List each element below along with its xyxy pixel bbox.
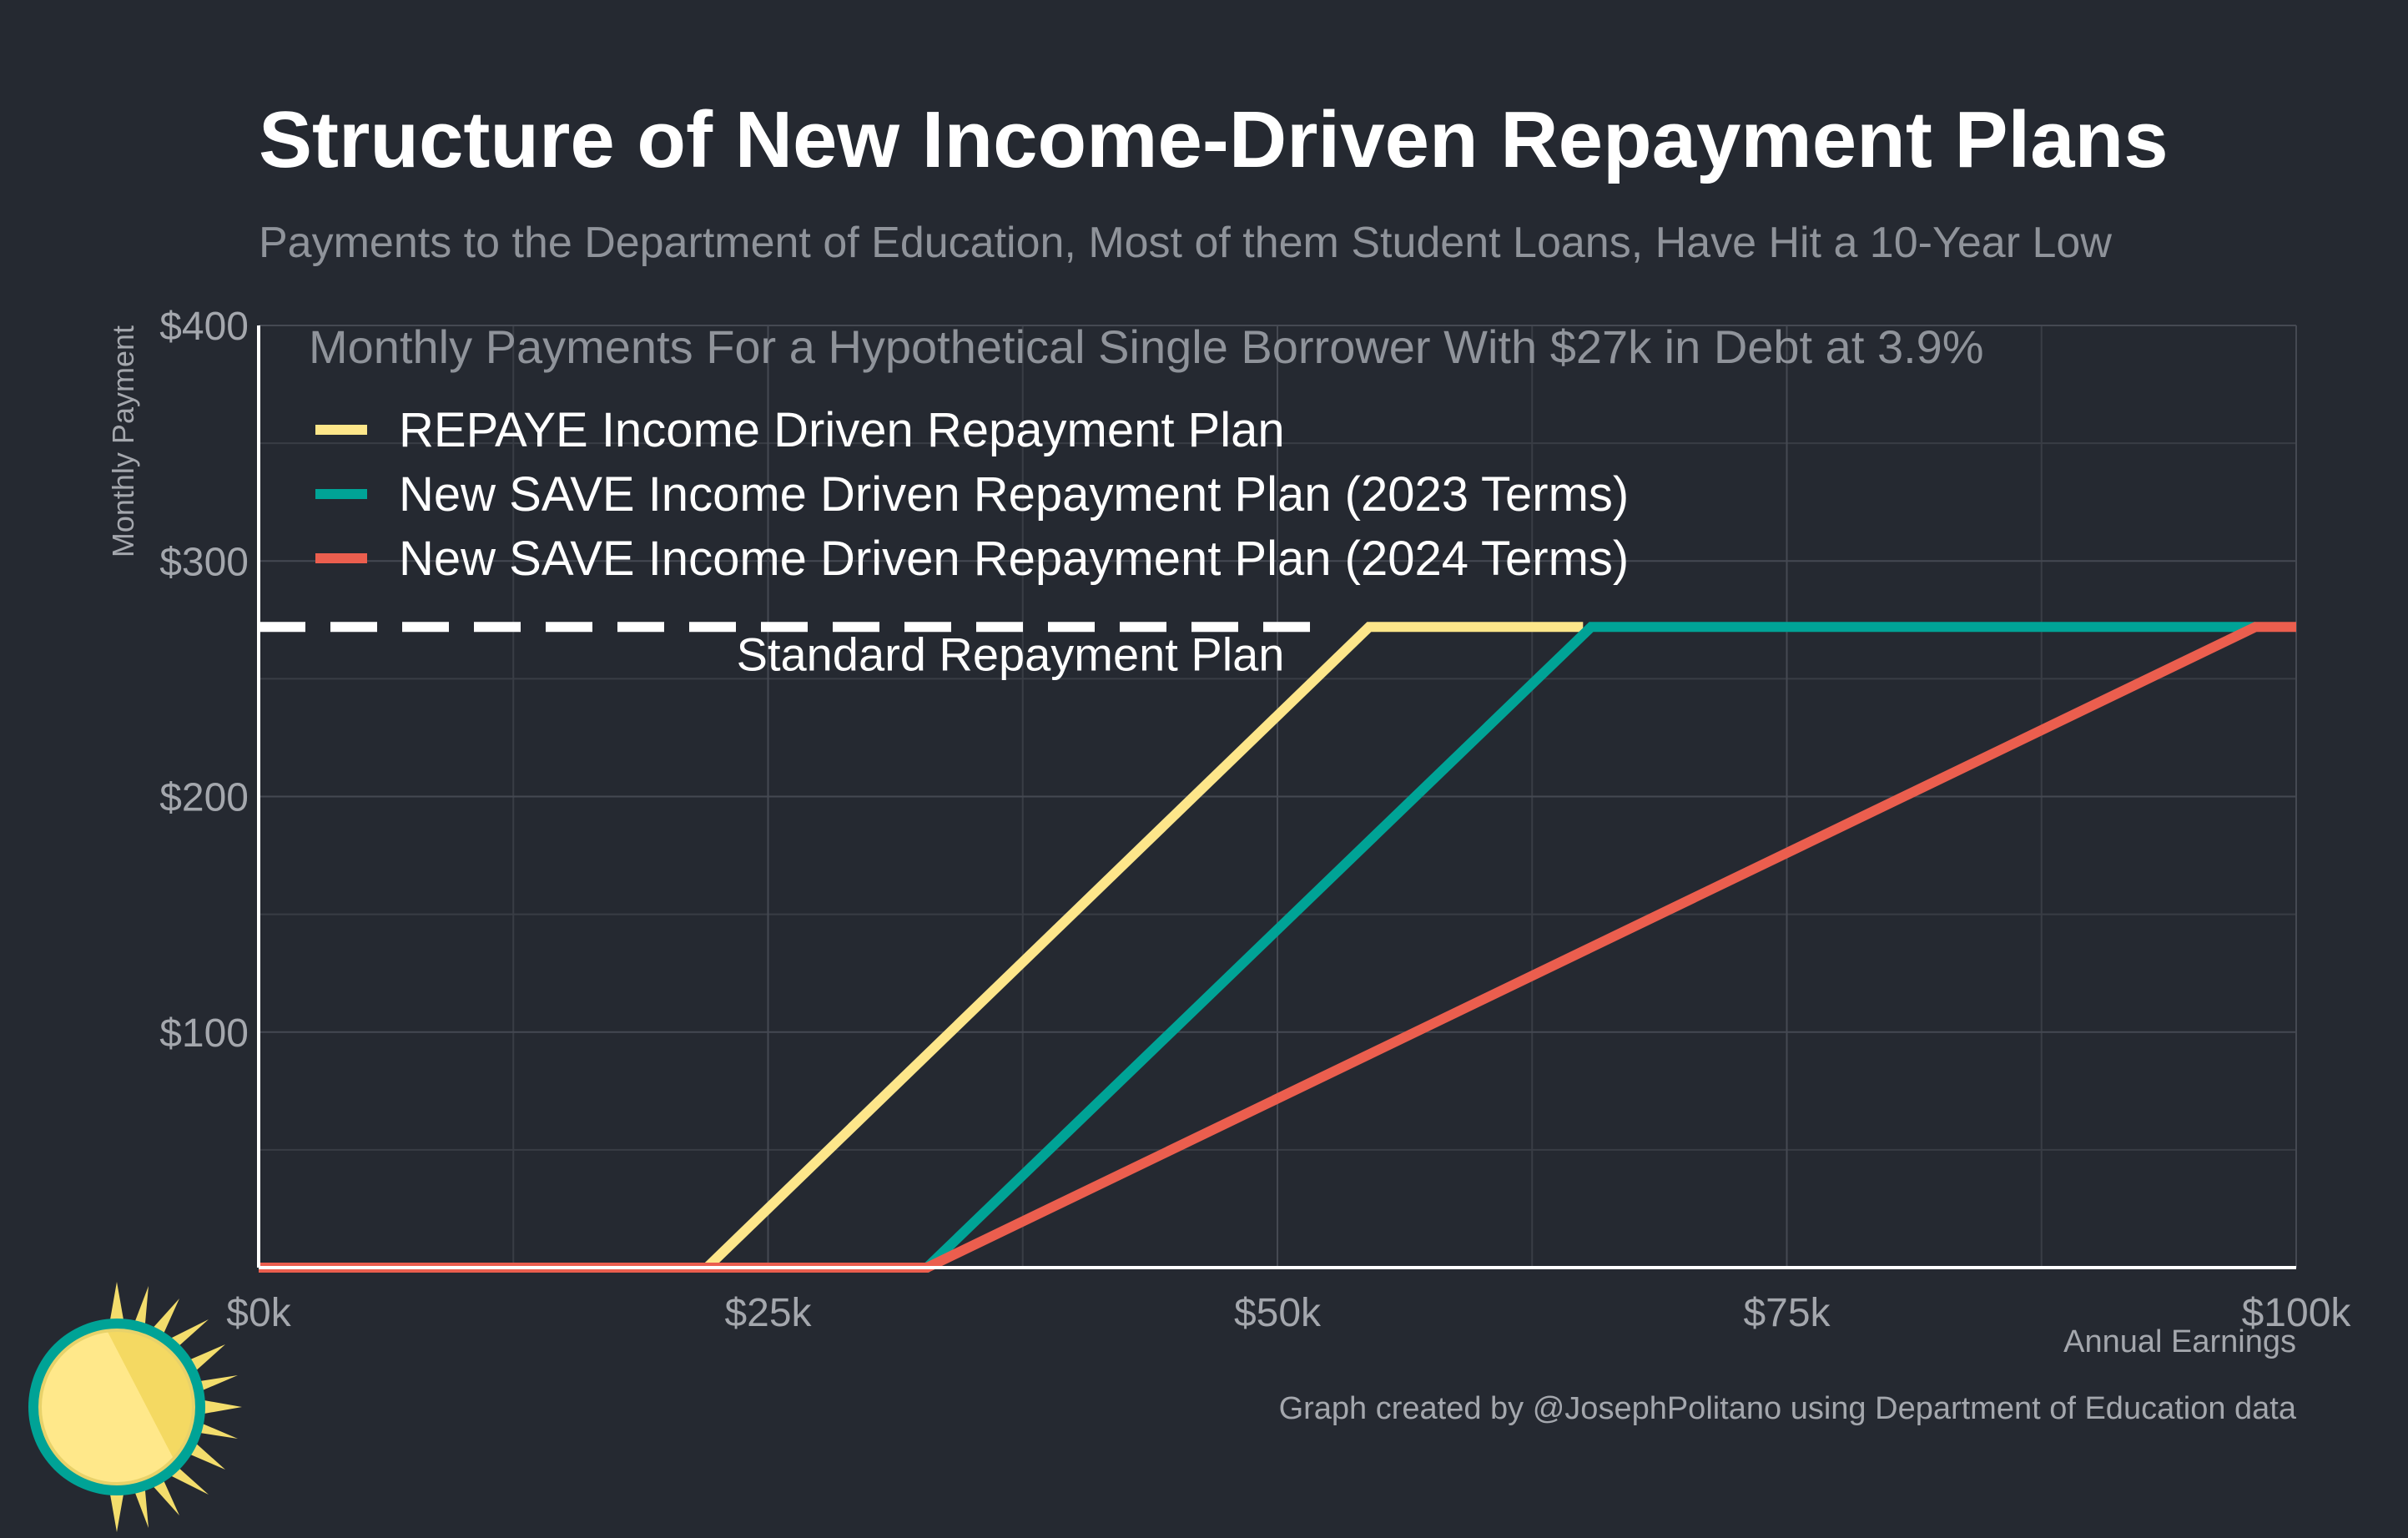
y-tick-label: $300	[159, 540, 249, 584]
x-tick-label: $75k	[1743, 1291, 1831, 1335]
reference-layer: Standard Repayment Plan	[259, 622, 1329, 680]
chart-title: Structure of New Income-Driven Repayment…	[259, 95, 2169, 184]
legend-label: New SAVE Income Driven Repayment Plan (2…	[399, 467, 1629, 522]
sun-logo-icon	[28, 1282, 242, 1532]
legend-label: New SAVE Income Driven Repayment Plan (2…	[399, 532, 1629, 586]
tick-labels: $0k $25k $50k $75k $100k $100 $200 $300 $400	[159, 305, 2351, 1335]
y-tick-label: $200	[159, 776, 249, 820]
chart-subtitle: Payments to the Department of Education,…	[259, 219, 2112, 267]
axes	[257, 325, 2296, 1269]
y-axis-title: Monthly Payment	[106, 325, 140, 557]
y-tick-label: $100	[159, 1011, 249, 1056]
x-tick-label: $25k	[724, 1291, 812, 1335]
x-tick-label: $50k	[1234, 1291, 1322, 1335]
credit-note: Graph created by @JosephPolitano using D…	[1279, 1391, 2297, 1426]
x-axis-title: Annual Earnings	[2063, 1324, 2296, 1359]
x-tick-label: $0k	[226, 1291, 291, 1335]
chart-heading: Monthly Payments For a Hypothetical Sing…	[309, 320, 1984, 373]
legend-label: REPAYE Income Driven Repayment Plan	[399, 403, 1285, 457]
x-tick-label: $100k	[2242, 1291, 2352, 1335]
gridlines	[258, 325, 2297, 1268]
legend: REPAYE Income Driven Repayment Plan New S…	[315, 403, 1629, 586]
series-line	[259, 622, 1584, 1273]
reference-line-label: Standard Repayment Plan	[737, 628, 1285, 680]
series-line	[259, 622, 2256, 1273]
y-tick-label: $400	[159, 305, 249, 349]
